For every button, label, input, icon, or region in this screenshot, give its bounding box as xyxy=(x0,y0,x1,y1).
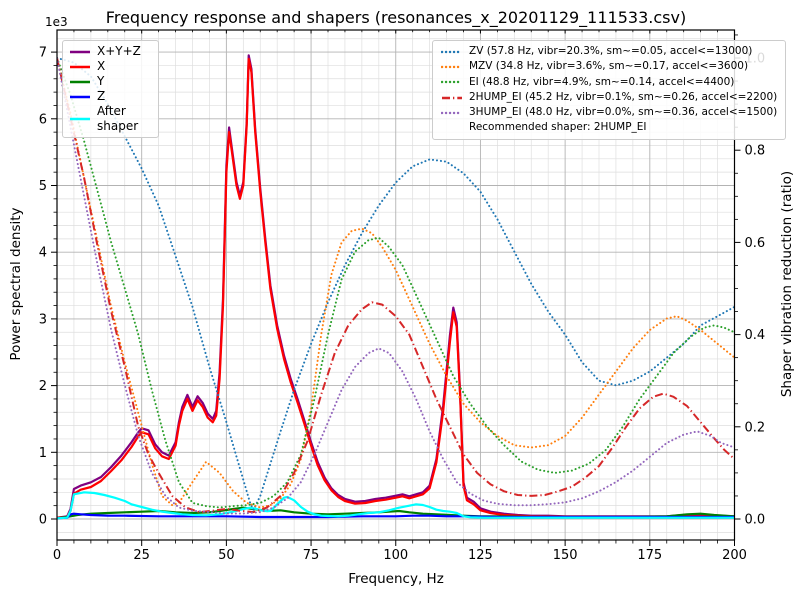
tick-label: 100 xyxy=(383,548,408,563)
series-psd xyxy=(57,57,735,519)
legend-item-label: 3HUMP_EI (48.0 Hz, vibr=0.0%, sm~=0.36, … xyxy=(469,106,778,119)
series-shaper xyxy=(57,57,735,509)
legend-psd: X+Y+Z X Y Z After shaper xyxy=(62,40,159,138)
series-psd xyxy=(57,491,735,520)
legend-item: EI (48.8 Hz, vibr=4.9%, sm~=0.14, accel<… xyxy=(441,75,777,90)
legend-item: X+Y+Z xyxy=(69,44,151,59)
y-axis-left-label: Power spectral density xyxy=(8,207,24,361)
legend-item-label: 2HUMP_EI (45.2 Hz, vibr=0.1%, sm~=0.26, … xyxy=(469,90,778,103)
legend-item: X xyxy=(69,59,151,74)
legend-line-swatch xyxy=(441,65,463,69)
legend-item-label: ZV (57.8 Hz, vibr=20.3%, sm~=0.05, accel… xyxy=(469,45,753,57)
legend-item-label: Z xyxy=(97,89,106,103)
series-shaper xyxy=(57,57,735,515)
tick-label: 75 xyxy=(303,548,320,563)
chart-title: Frequency response and shapers (resonanc… xyxy=(105,8,687,27)
series-shaper xyxy=(57,57,735,511)
legend-line-swatch xyxy=(70,50,90,53)
tick-label: 25 xyxy=(133,548,150,563)
tick-label: 150 xyxy=(553,548,578,563)
tick-label: 125 xyxy=(468,548,493,563)
legend-item: 3HUMP_EI (48.0 Hz, vibr=0.0%, sm~=0.36, … xyxy=(441,105,777,120)
legend-item-label: X+Y+Z xyxy=(97,44,141,58)
legend-line-swatch xyxy=(441,111,463,115)
tick-label: 4 xyxy=(39,246,47,261)
tick-label: 1 xyxy=(39,446,47,461)
legend-item: MZV (34.8 Hz, vibr=3.6%, sm~=0.17, accel… xyxy=(441,59,777,74)
legend-item-label: MZV (34.8 Hz, vibr=3.6%, sm~=0.17, accel… xyxy=(469,60,749,73)
legend-item: Y xyxy=(69,74,151,89)
legend-line-swatch xyxy=(441,50,463,53)
legend-shapers: ZV (57.8 Hz, vibr=20.3%, sm~=0.05, accel… xyxy=(432,40,787,140)
tick-label: 175 xyxy=(637,548,662,563)
tick-label: 0 xyxy=(53,548,61,563)
grid-minor xyxy=(57,30,735,540)
tick-label: 2 xyxy=(39,379,47,394)
tick-label: 0.4 xyxy=(745,328,766,343)
legend-item: ZV (57.8 Hz, vibr=20.3%, sm~=0.05, accel… xyxy=(441,44,777,59)
tick-label: 0.6 xyxy=(745,236,766,251)
series-shaper xyxy=(57,57,735,509)
y-axis-right-label: Shaper vibration reduction (ratio) xyxy=(779,170,795,398)
tick-label: 7 xyxy=(39,46,47,61)
tick-label: 6 xyxy=(39,112,47,127)
legend-item-label: After shaper xyxy=(97,104,139,133)
tick-label: 5 xyxy=(39,179,47,194)
legend-line-swatch xyxy=(70,65,90,68)
tick-label: 200 xyxy=(722,548,747,563)
recommended-shaper-note: Recommended shaper: 2HUMP_EI xyxy=(469,121,647,134)
x-axis-label: Frequency, Hz xyxy=(348,571,444,587)
legend-line-swatch xyxy=(70,80,90,83)
tick-label: 0.8 xyxy=(745,144,766,159)
legend-item: After shaper xyxy=(69,104,151,134)
tick-label: 0 xyxy=(39,513,47,528)
legend-item: Z xyxy=(69,89,151,104)
tick-label: 0.2 xyxy=(745,420,766,435)
legend-line-swatch xyxy=(70,95,90,98)
series-curves xyxy=(57,54,735,520)
tick-label: 3 xyxy=(39,312,47,327)
legend-line-swatch xyxy=(442,96,462,99)
series-shaper xyxy=(57,57,735,514)
y-axis-offset-text: 1e3 xyxy=(45,15,68,29)
legend-item-label: EI (48.8 Hz, vibr=4.9%, sm~=0.14, accel<… xyxy=(469,75,735,88)
tick-label: 50 xyxy=(218,548,235,563)
legend-item-label: Y xyxy=(97,74,105,88)
legend-line-swatch xyxy=(70,117,90,121)
legend-line-swatch xyxy=(441,81,463,84)
legend-item-label: X xyxy=(97,59,106,73)
tick-label: 0.0 xyxy=(745,513,766,528)
legend-item: 2HUMP_EI (45.2 Hz, vibr=0.1%, sm~=0.26, … xyxy=(441,90,777,105)
